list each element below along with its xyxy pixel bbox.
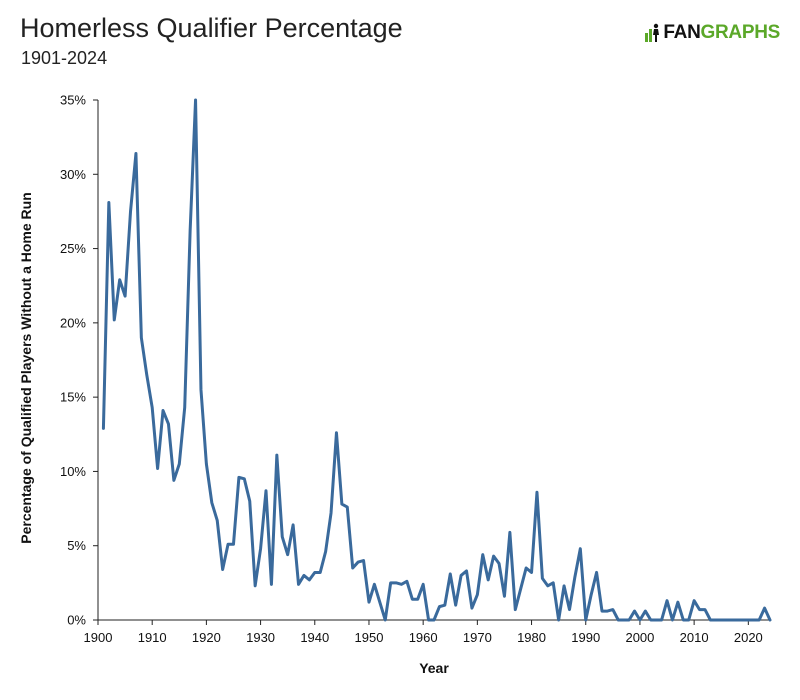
x-tick-label: 1900	[84, 630, 113, 645]
logo-text-fan: FAN	[663, 22, 701, 43]
fangraphs-logo: FAN GRAPHS	[645, 22, 780, 44]
chart-subtitle: 1901-2024	[21, 48, 108, 68]
x-axis-ticks: 1900 1910 1920 1930 1940 1950 1960 1970 1980 1990…	[84, 620, 763, 645]
chart-title: Homerless Qualifier Percentage	[20, 13, 403, 43]
y-tick-label: 35%	[60, 93, 86, 108]
y-tick-label: 5%	[67, 538, 86, 553]
y-axis-title: Percentage of Qualified Players Without …	[18, 192, 34, 544]
y-tick-label: 15%	[60, 390, 86, 405]
x-tick-label: 1930	[246, 630, 275, 645]
y-axis-ticks: 0% 5% 10% 15% 20% 25% 30% 35%	[60, 93, 98, 628]
x-tick-label: 1940	[300, 630, 329, 645]
x-tick-label: 1910	[138, 630, 167, 645]
logo-mark-icon	[645, 23, 660, 42]
x-tick-label: 1950	[355, 630, 384, 645]
x-axis-title: Year	[419, 660, 449, 676]
y-tick-label: 0%	[67, 613, 86, 628]
y-tick-label: 20%	[60, 315, 86, 330]
x-tick-label: 1990	[571, 630, 600, 645]
series-line	[101, 98, 772, 622]
x-tick-label: 1980	[517, 630, 546, 645]
y-tick-label: 10%	[60, 464, 86, 479]
x-tick-label: 1920	[192, 630, 221, 645]
x-tick-label: 2000	[625, 630, 654, 645]
y-tick-label: 30%	[60, 167, 86, 182]
x-tick-label: 2020	[734, 630, 763, 645]
y-tick-label: 25%	[60, 241, 86, 256]
series-layer	[101, 98, 772, 622]
chart-axes	[97, 100, 770, 621]
x-tick-label: 1970	[463, 630, 492, 645]
x-tick-label: 2010	[680, 630, 709, 645]
x-tick-label: 1960	[409, 630, 438, 645]
logo-text-graphs: GRAPHS	[700, 22, 781, 43]
